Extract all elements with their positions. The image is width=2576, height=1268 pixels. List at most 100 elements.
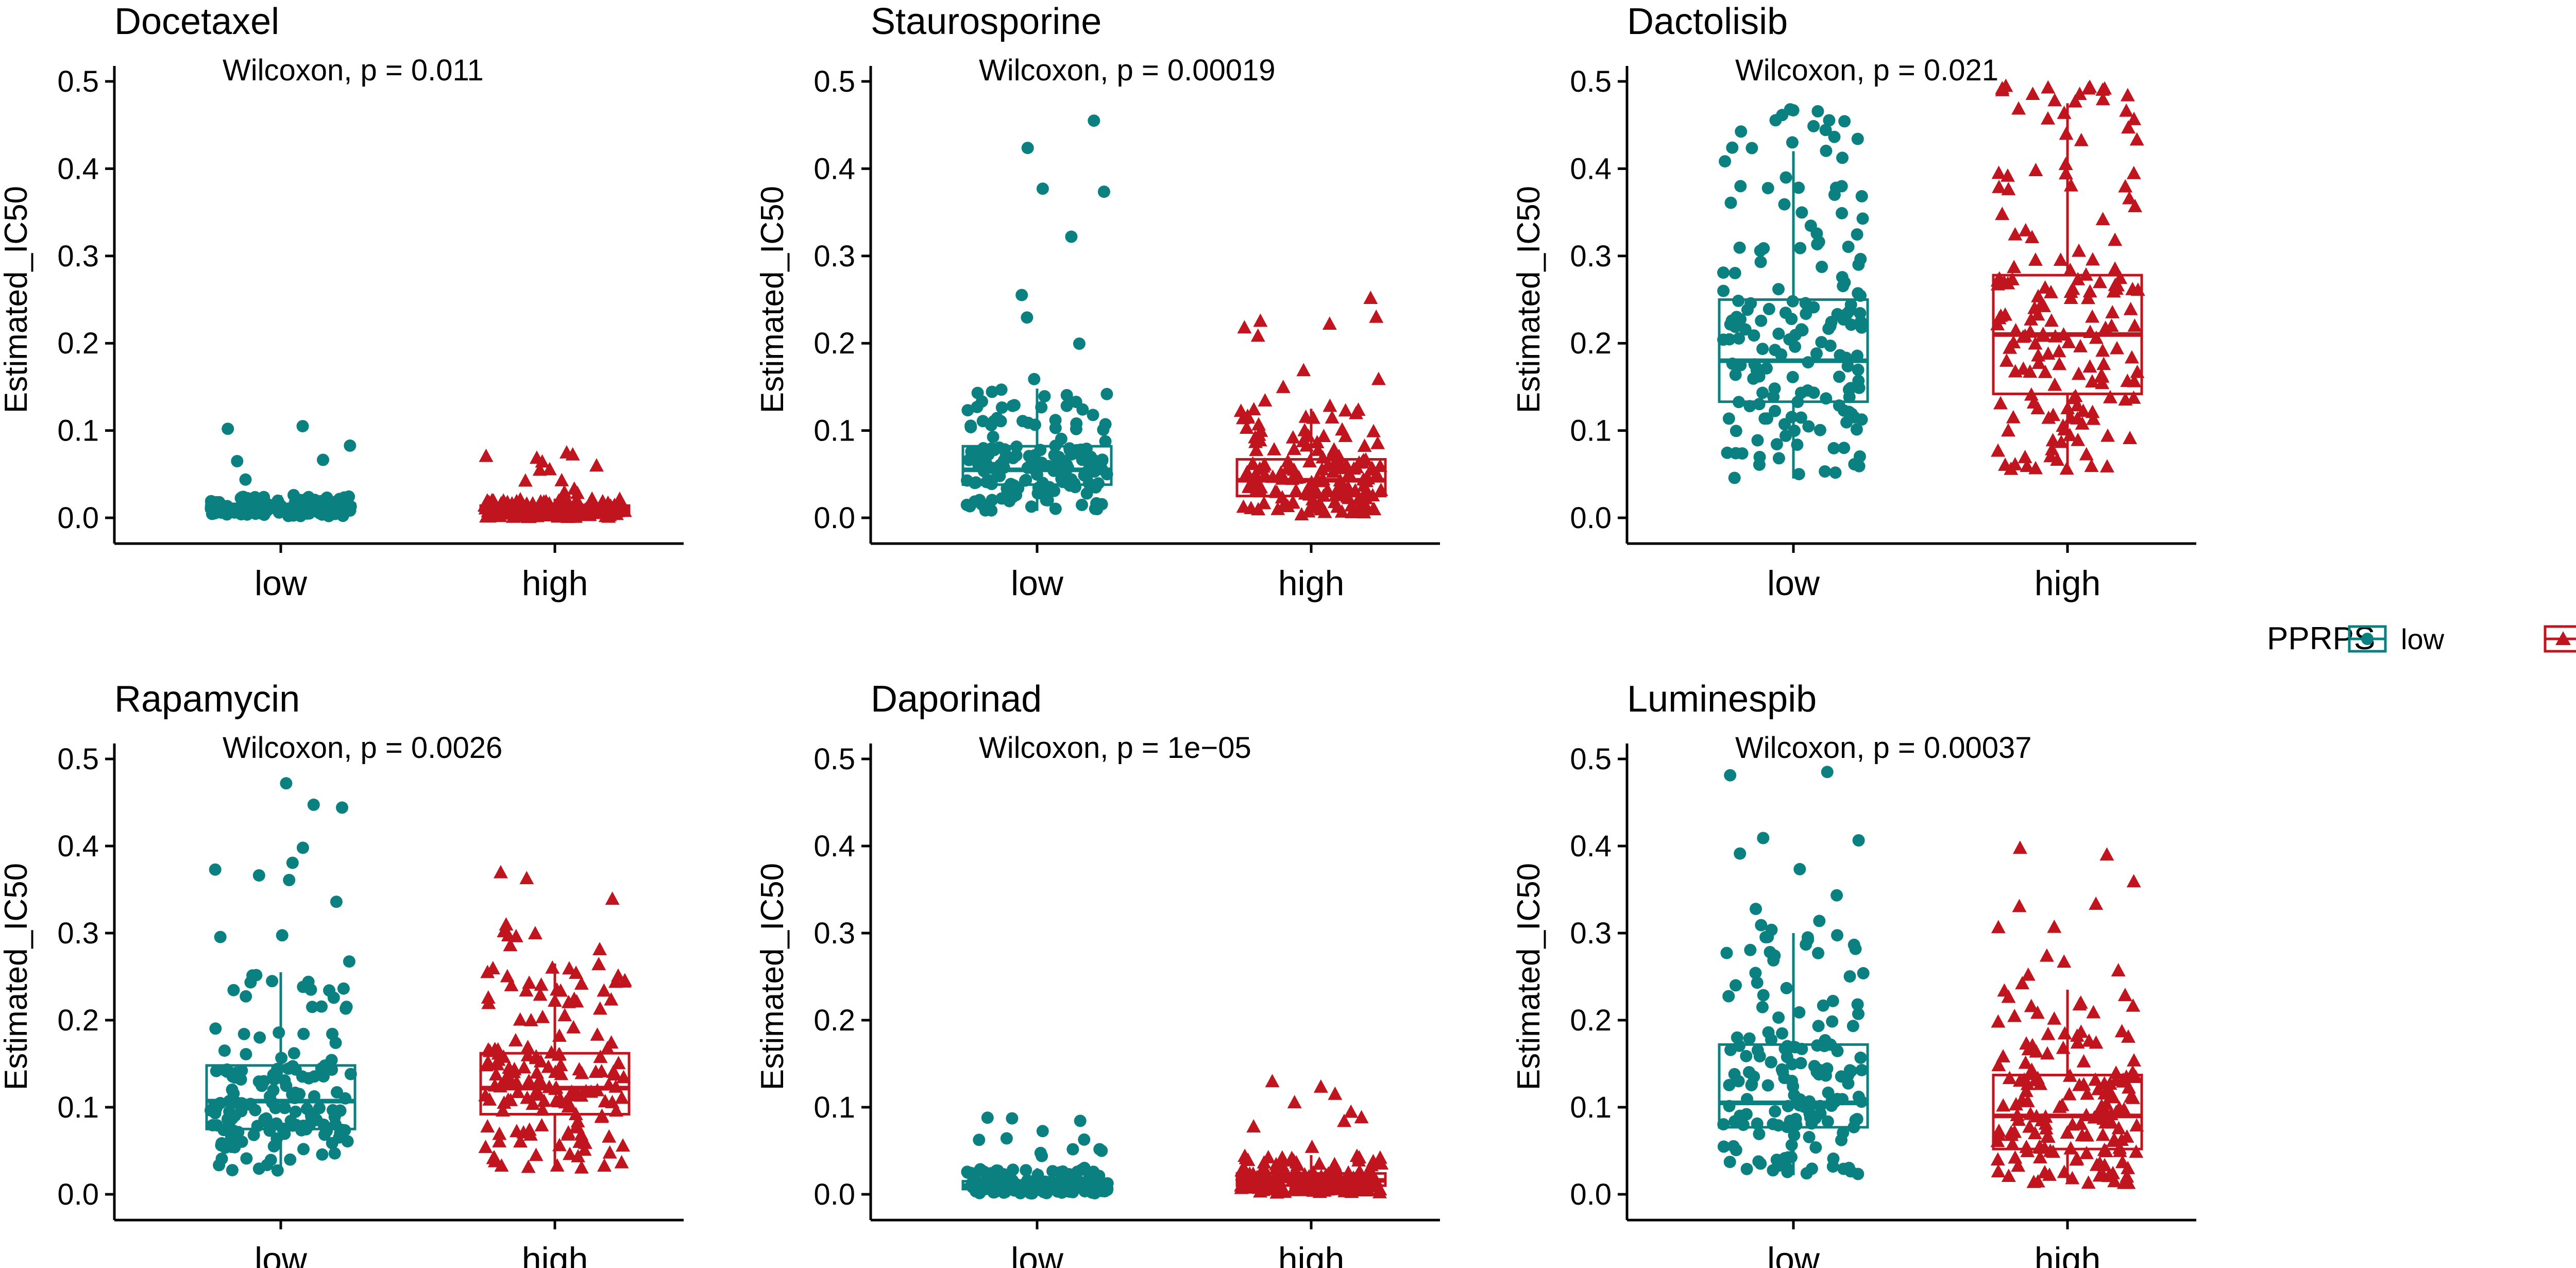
data-point: [1733, 241, 1746, 254]
data-point: [2117, 988, 2132, 1002]
data-point: [519, 983, 534, 997]
data-point: [480, 965, 495, 978]
data-point: [215, 1153, 228, 1165]
data-point: [614, 1090, 629, 1104]
data-point: [2079, 447, 2094, 461]
data-point: [1734, 313, 1747, 326]
data-point: [330, 895, 343, 908]
data-point: [1823, 114, 1836, 127]
data-point: [227, 1124, 240, 1137]
data-point: [1311, 442, 1326, 456]
data-point: [2105, 305, 2120, 318]
data-point: [1786, 295, 1799, 308]
data-point: [1826, 1160, 1839, 1173]
data-point: [1842, 405, 1855, 418]
group-low: low: [960, 114, 1113, 603]
data-point: [1812, 1020, 1825, 1033]
data-point: [1233, 403, 1248, 417]
data-point: [1838, 442, 1851, 454]
legend-item-low: low: [2348, 623, 2445, 655]
data-point: [523, 1012, 538, 1026]
data-point: [574, 1127, 589, 1141]
data-point: [1249, 443, 1264, 457]
data-point: [1855, 190, 1868, 202]
data-point: [1753, 1050, 1766, 1063]
data-point: [1794, 386, 1807, 399]
data-point: [2041, 80, 2056, 94]
data-point: [234, 1073, 247, 1086]
data-point: [1851, 998, 1864, 1011]
data-point: [2126, 165, 2141, 179]
y-tick-label: 0.5: [814, 65, 855, 98]
data-point: [1351, 1153, 1366, 1166]
data-point: [209, 863, 222, 876]
data-point: [1732, 1075, 1745, 1088]
data-point: [2122, 191, 2137, 205]
panel-title: Rapamycin: [114, 679, 300, 720]
y-tick-label: 0.1: [57, 414, 99, 448]
data-point: [2001, 989, 2016, 1003]
data-point: [1717, 1140, 1730, 1153]
data-point: [970, 445, 983, 458]
data-point: [2097, 1076, 2112, 1090]
data-point: [1807, 301, 1820, 314]
data-point: [221, 1113, 234, 1125]
data-point: [1239, 1151, 1253, 1164]
data-point: [530, 1065, 545, 1079]
data-point: [297, 1143, 310, 1156]
data-point: [1370, 435, 1385, 449]
data-point: [1991, 443, 2006, 457]
data-point: [1852, 1007, 1865, 1020]
data-point: [2057, 1164, 2072, 1178]
data-point: [2031, 356, 2046, 369]
data-point: [1246, 457, 1261, 470]
data-point: [1853, 460, 1866, 472]
data-point: [2037, 298, 2052, 312]
data-point: [1831, 1044, 1844, 1057]
data-point: [2053, 252, 2068, 266]
data-point: [2070, 1035, 2085, 1049]
data-point: [973, 1134, 986, 1146]
data-point: [2107, 1132, 2122, 1146]
y-axis-label: Estimated_IC50: [0, 186, 34, 413]
data-point: [591, 957, 606, 971]
data-point: [2085, 309, 2100, 323]
y-axis-label: Estimated_IC50: [755, 186, 790, 413]
panel-title: Staurosporine: [871, 1, 1101, 42]
data-point: [1754, 256, 1767, 268]
data-point: [1742, 1066, 1755, 1078]
data-point: [2063, 178, 2078, 192]
data-point: [1996, 1098, 2011, 1112]
data-point: [1007, 491, 1020, 503]
data-point: [326, 1027, 338, 1040]
data-point: [519, 871, 534, 885]
data-point: [1240, 465, 1255, 479]
data-point: [1066, 1143, 1079, 1156]
y-tick-label: 0.4: [814, 152, 855, 185]
y-tick-label: 0.3: [57, 240, 99, 273]
y-tick-label: 0.3: [814, 240, 855, 273]
data-point: [2066, 391, 2081, 404]
data-point: [2005, 1137, 2020, 1151]
data-point: [2128, 198, 2143, 212]
data-point: [995, 383, 1008, 396]
data-point: [1815, 336, 1828, 349]
data-point: [2097, 1086, 2112, 1100]
data-point: [1724, 1043, 1737, 1056]
data-point: [1344, 1104, 1359, 1118]
data-point: [1812, 946, 1824, 959]
data-point: [2103, 390, 2117, 403]
data-point: [1287, 1095, 1302, 1109]
data-point: [2061, 334, 2076, 348]
data-point: [1302, 454, 1317, 468]
data-point: [1822, 1086, 1835, 1099]
data-point: [271, 1164, 284, 1177]
data-point: [2026, 1174, 2041, 1188]
data-point: [1849, 942, 1862, 955]
data-point: [1743, 1032, 1756, 1045]
data-point: [2008, 227, 2023, 241]
data-point: [1313, 1079, 1328, 1093]
data-point: [2110, 341, 2125, 354]
data-point: [1993, 308, 2008, 322]
data-point: [520, 1090, 535, 1104]
